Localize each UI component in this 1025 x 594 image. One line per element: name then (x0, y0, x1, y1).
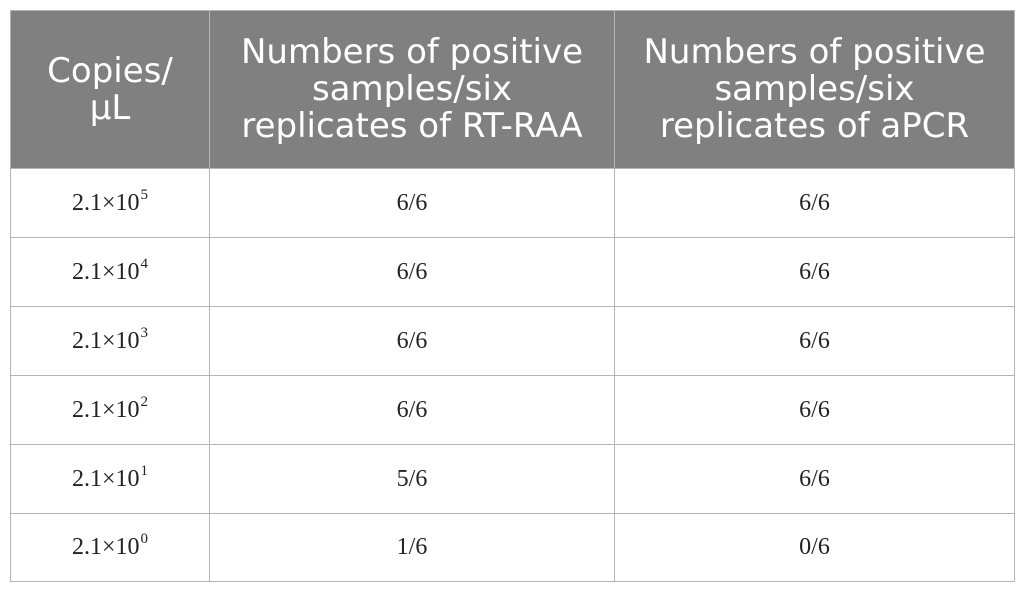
copies-exponent: 2 (140, 393, 149, 410)
table-row: 2.1×102 6/6 6/6 (10, 375, 1015, 445)
copies-base: 2.1×10 (71, 327, 140, 354)
cell-apcr: 0/6 (614, 513, 1015, 582)
copies-exponent: 5 (140, 186, 149, 203)
table-body: 2.1×105 6/6 6/6 2.1×104 6/6 6/6 2.1×103 … (10, 168, 1015, 582)
copies-base: 2.1×10 (71, 534, 140, 560)
cell-apcr: 6/6 (614, 306, 1015, 376)
table-header: Copies/ μL Numbers of positive samples/s… (10, 10, 1015, 169)
copies-exponent: 3 (140, 324, 149, 341)
cell-rt-raa: 6/6 (209, 306, 615, 376)
copies-base: 2.1×10 (71, 258, 140, 285)
header-line: replicates of aPCR (659, 106, 970, 146)
cell-rt-raa: 1/6 (209, 513, 615, 582)
header-line: Numbers of positive (643, 32, 986, 72)
cell-copies: 2.1×105 (10, 168, 210, 238)
table-row: 2.1×101 5/6 6/6 (10, 444, 1015, 514)
table-row: 2.1×103 6/6 6/6 (10, 306, 1015, 376)
cell-apcr: 6/6 (614, 444, 1015, 514)
cell-rt-raa: 6/6 (209, 168, 615, 238)
copies-exponent: 4 (140, 255, 149, 272)
cell-copies: 2.1×102 (10, 375, 210, 445)
cell-copies: 2.1×101 (10, 444, 210, 514)
header-line: Numbers of positive (240, 32, 584, 72)
cell-apcr: 6/6 (614, 168, 1015, 238)
cell-rt-raa: 5/6 (209, 444, 615, 514)
table-row: 2.1×105 6/6 6/6 (10, 168, 1015, 238)
copies-base: 2.1×10 (71, 465, 140, 492)
cell-rt-raa: 6/6 (209, 237, 615, 307)
copies-base: 2.1×10 (71, 189, 140, 216)
table-row: 2.1×104 6/6 6/6 (10, 237, 1015, 307)
header-line: samples/six (714, 69, 915, 109)
table-row: 2.1×100 1/6 0/6 (10, 513, 1015, 582)
cell-apcr: 6/6 (614, 375, 1015, 445)
header-row: Copies/ μL Numbers of positive samples/s… (10, 10, 1015, 169)
header-rt-raa: Numbers of positive samples/six replicat… (209, 10, 615, 169)
copies-exponent: 1 (140, 462, 149, 479)
copies-base: 2.1×10 (71, 396, 140, 423)
header-line: μL (89, 87, 131, 128)
results-table: Copies/ μL Numbers of positive samples/s… (10, 10, 1015, 582)
header-apcr: Numbers of positive samples/six replicat… (614, 10, 1015, 169)
header-copies-per-ul: Copies/ μL (10, 10, 210, 169)
header-line: samples/six (311, 69, 513, 109)
cell-copies: 2.1×103 (10, 306, 210, 376)
header-line: replicates of RT-RAA (241, 106, 583, 146)
cell-copies: 2.1×100 (10, 513, 210, 582)
cell-copies: 2.1×104 (10, 237, 210, 307)
copies-exponent: 0 (140, 531, 149, 547)
cell-rt-raa: 6/6 (209, 375, 615, 445)
cell-apcr: 6/6 (614, 237, 1015, 307)
header-line: Copies/ (47, 50, 173, 91)
